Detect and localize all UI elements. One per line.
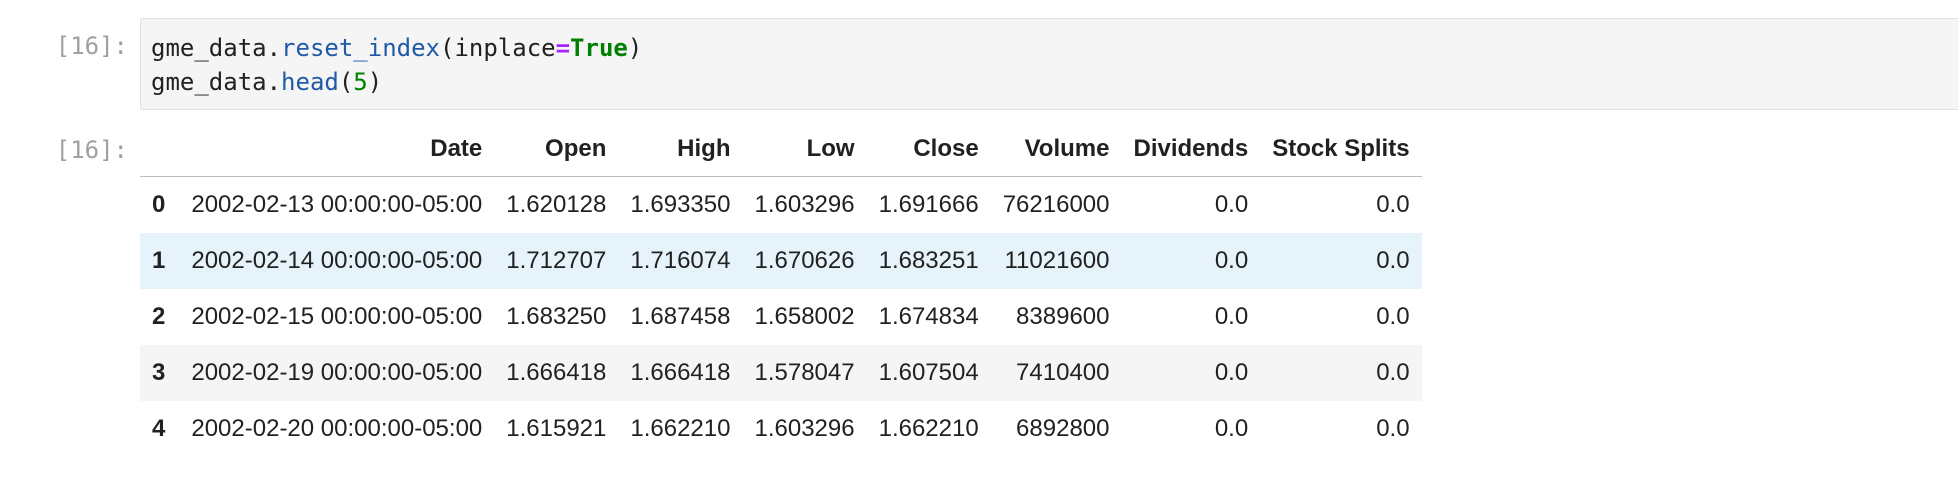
- row-index: 1: [152, 247, 166, 274]
- column-header: Stock Splits: [1260, 122, 1422, 177]
- column-header: Open: [494, 122, 619, 177]
- column-header: [140, 122, 180, 177]
- table-row: 4 2002-02-20 00:00:00-05:00 1.615921 1.6622…: [140, 401, 1422, 457]
- dataframe-table: Date Open High Low Close Volume Dividends Stock…: [140, 122, 1422, 457]
- code-line: gme_data.head(5): [151, 65, 642, 99]
- code-editor[interactable]: gme_data.reset_index(inplace=True) gme_da…: [140, 18, 1958, 110]
- table-cell: 76216000: [1002, 191, 1110, 218]
- code-token: =: [555, 34, 571, 62]
- table-cell: 6892800: [1016, 415, 1110, 442]
- table-row: 2 2002-02-15 00:00:00-05:00 1.683250 1.6874…: [140, 289, 1422, 345]
- column-header: Dividends: [1121, 122, 1261, 177]
- code-token: 5: [353, 68, 368, 96]
- table-cell: 1.603296: [754, 415, 855, 442]
- table-cell: 1.662210: [878, 415, 979, 442]
- table-cell: 1.716074: [630, 247, 731, 274]
- row-index: 0: [152, 191, 166, 218]
- code-text: gme_data.reset_index(inplace=True) gme_da…: [151, 31, 642, 99]
- table-cell: 1.670626: [754, 247, 855, 274]
- table-cell: 1.666418: [630, 359, 731, 386]
- code-token: ): [367, 68, 383, 96]
- table-cell: 0.0: [1214, 303, 1249, 330]
- code-line: gme_data.reset_index(inplace=True): [151, 31, 642, 65]
- table-cell: 1.712707: [506, 247, 607, 274]
- table-cell: 0.0: [1214, 247, 1249, 274]
- table-cell: 0.0: [1214, 359, 1249, 386]
- table-cell: 0.0: [1376, 359, 1410, 386]
- table-cell: 0.0: [1376, 191, 1410, 218]
- table-row: 0 2002-02-13 00:00:00-05:00 1.620128 1.6933…: [140, 177, 1422, 234]
- row-index: 2: [152, 303, 166, 330]
- table-cell: 8389600: [1016, 303, 1110, 330]
- table-cell: 1.615921: [506, 415, 607, 442]
- table-cell: 1.687458: [630, 303, 731, 330]
- column-header: Volume: [990, 122, 1122, 177]
- column-header: Low: [742, 122, 867, 177]
- code-token: (: [338, 68, 354, 96]
- column-header: Close: [866, 122, 991, 177]
- table-cell: 0.0: [1214, 415, 1249, 442]
- table-cell: 0.0: [1376, 303, 1410, 330]
- table-cell: 7410400: [1016, 359, 1110, 386]
- row-index: 4: [152, 415, 166, 442]
- table-cell: 1.662210: [630, 415, 731, 442]
- table-row: 3 2002-02-19 00:00:00-05:00 1.666418 1.6664…: [140, 345, 1422, 401]
- output-prompt: [16]:: [55, 136, 128, 164]
- table-cell: 1.693350: [630, 191, 731, 218]
- code-token: head: [281, 68, 339, 96]
- table-cell: 1.683251: [878, 247, 979, 274]
- table-cell: 2002-02-13 00:00:00-05:00: [191, 191, 483, 218]
- column-header: Date: [179, 122, 495, 177]
- table-cell: 1.603296: [754, 191, 855, 218]
- table-cell: 1.691666: [878, 191, 979, 218]
- code-token: reset_index: [281, 34, 440, 62]
- code-token: True: [570, 34, 628, 62]
- table-cell: 1.674834: [878, 303, 979, 330]
- table-cell: 1.578047: [754, 359, 855, 386]
- column-header: High: [618, 122, 743, 177]
- table-cell: 11021600: [1004, 247, 1110, 274]
- table-cell: 1.683250: [506, 303, 607, 330]
- table-cell: 1.658002: [754, 303, 855, 330]
- code-token: ): [627, 34, 643, 62]
- table-cell: 0.0: [1214, 191, 1249, 218]
- table-cell: 1.607504: [878, 359, 979, 386]
- code-token: gme_data.: [151, 34, 282, 62]
- code-token: (inplace: [440, 34, 556, 62]
- table-cell: 2002-02-19 00:00:00-05:00: [191, 359, 483, 386]
- table-cell: 2002-02-15 00:00:00-05:00: [191, 303, 483, 330]
- code-token: gme_data.: [151, 68, 282, 96]
- table-cell: 2002-02-20 00:00:00-05:00: [191, 415, 483, 442]
- table-cell: 0.0: [1376, 415, 1410, 442]
- input-prompt: [16]:: [55, 32, 128, 60]
- table-header-row: Date Open High Low Close Volume Dividends Stock…: [140, 122, 1422, 177]
- table-cell: 0.0: [1376, 247, 1410, 274]
- table-cell: 2002-02-14 00:00:00-05:00: [191, 247, 483, 274]
- table-row: 1 2002-02-14 00:00:00-05:00 1.712707 1.7160…: [140, 233, 1422, 289]
- table-cell: 1.620128: [506, 191, 607, 218]
- code-cell[interactable]: [16]: gme_data.reset_index(inplace=True)…: [0, 18, 1958, 110]
- row-index: 3: [152, 359, 166, 386]
- table-cell: 1.666418: [506, 359, 607, 386]
